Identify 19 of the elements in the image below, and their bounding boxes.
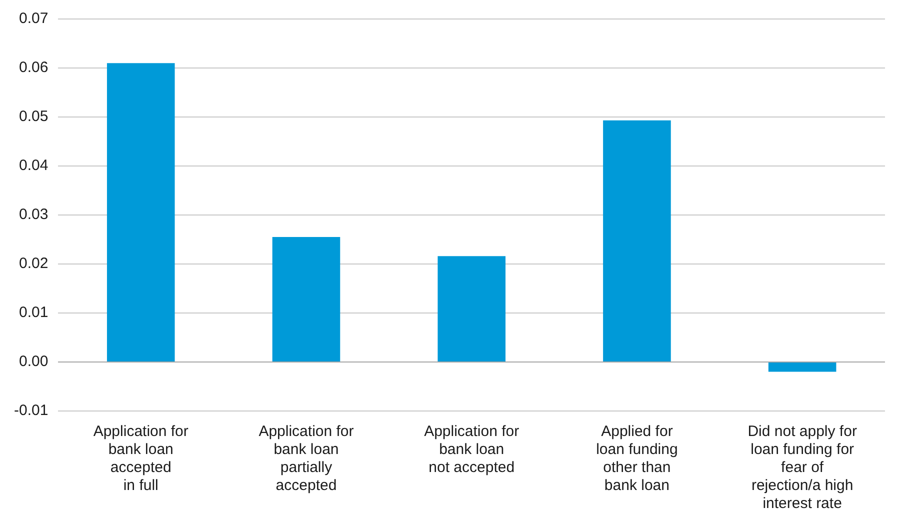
y-tick-label: 0.06 (18, 59, 48, 76)
y-tick-label: 0.07 (18, 10, 48, 28)
y-tick-label: 0.03 (18, 206, 48, 224)
x-tick-label: Applied for loan funding other than bank loan (596, 423, 678, 494)
x-tick-label: Application for bank loan accepted in full (93, 423, 188, 494)
y-tick-label: 0.04 (18, 157, 48, 174)
y-tick-label: 0.02 (18, 255, 48, 272)
y-tick-label: 0.05 (18, 108, 48, 126)
bar (438, 256, 506, 362)
x-tick-label: Application for bank loan partially accepted (258, 423, 354, 494)
bar (603, 120, 671, 362)
x-tick-label: Did not apply for loan funding for fear of rejection/a high interest rate (748, 423, 857, 512)
y-tick-label: -0.01 (14, 402, 48, 420)
bar (272, 237, 340, 362)
y-tick-label: 0.00 (18, 353, 48, 370)
x-tick-label: Application for bank loan not accepted (424, 423, 520, 476)
y-tick-label: 0.01 (18, 304, 48, 322)
bar (768, 362, 836, 372)
bar (106, 63, 175, 362)
